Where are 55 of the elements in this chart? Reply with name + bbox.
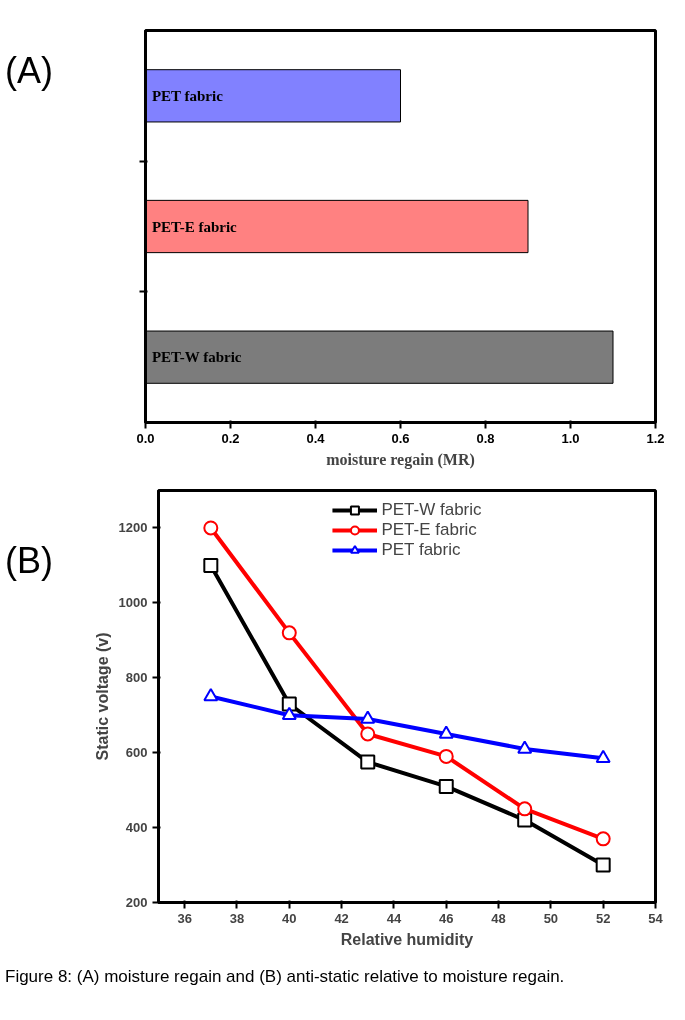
y-tick-label: 200 <box>125 895 148 910</box>
bar <box>145 330 614 384</box>
point <box>203 687 219 702</box>
x-tick-label: 42 <box>334 910 349 926</box>
point <box>438 725 454 739</box>
legend-label: PET fabric <box>381 540 461 560</box>
category-label: PET fabric <box>151 87 223 104</box>
point <box>595 857 611 873</box>
x-tick-label: 0.4 <box>306 430 326 446</box>
category-label: PET-W fabric <box>151 349 242 366</box>
point <box>517 740 533 754</box>
point <box>595 831 611 847</box>
y-tick-label: 400 <box>125 820 148 836</box>
y-tick-label: 1200 <box>118 520 148 536</box>
x-tick-label: 0.6 <box>391 430 410 446</box>
point <box>203 557 219 573</box>
bar <box>145 199 529 254</box>
point <box>203 520 219 536</box>
x-tick-label: 40 <box>282 910 297 926</box>
x-tick-label: 54 <box>648 910 664 926</box>
text: (B) <box>5 539 53 583</box>
point <box>281 696 297 712</box>
x-tick-label: 48 <box>491 910 506 926</box>
point <box>360 754 376 770</box>
x-axis-title: moisture regain (MR) <box>326 450 475 469</box>
x-axis-title: Relative humidity <box>340 930 474 948</box>
point <box>517 801 533 817</box>
x-tick-label: 0.0 <box>136 430 155 446</box>
category-label: PET-E fabric <box>151 218 237 235</box>
x-tick-label: 38 <box>229 910 245 926</box>
point <box>438 748 454 764</box>
x-tick-label: 1.0 <box>561 430 580 446</box>
point <box>281 625 297 641</box>
y-tick-label: 1000 <box>118 595 148 611</box>
legend-label: PET-W fabric <box>381 500 482 520</box>
x-tick-label: 44 <box>386 910 402 926</box>
x-tick-label: 0.2 <box>221 430 240 446</box>
legend-label: PET-E fabric <box>381 520 477 540</box>
x-tick-label: 0.8 <box>476 430 495 446</box>
point <box>281 706 297 720</box>
x-tick-label: 46 <box>439 910 454 926</box>
x-tick-label: 36 <box>177 910 192 926</box>
y-tick-label: 800 <box>125 670 148 686</box>
x-tick-label: 1.2 <box>646 430 665 446</box>
bar <box>145 69 401 123</box>
y-axis-title: Static voltage (v) <box>93 632 111 761</box>
x-tick-label: 52 <box>595 910 611 926</box>
point <box>438 778 454 794</box>
text: (A) <box>5 49 53 93</box>
x-tick-label: 50 <box>543 910 559 926</box>
point <box>595 749 611 764</box>
point <box>360 710 376 724</box>
point <box>360 726 376 742</box>
caption: Figure 8: (A) moisture regain and (B) anti-static relative to moisture regain. <box>5 966 565 988</box>
y-tick-label: 600 <box>125 745 148 761</box>
